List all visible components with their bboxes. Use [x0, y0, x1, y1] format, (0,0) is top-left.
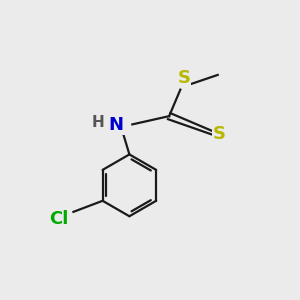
Text: S: S	[177, 69, 190, 87]
Text: N: N	[109, 116, 124, 134]
Text: H: H	[92, 115, 105, 130]
Text: S: S	[213, 125, 226, 143]
Text: Cl: Cl	[49, 210, 68, 228]
